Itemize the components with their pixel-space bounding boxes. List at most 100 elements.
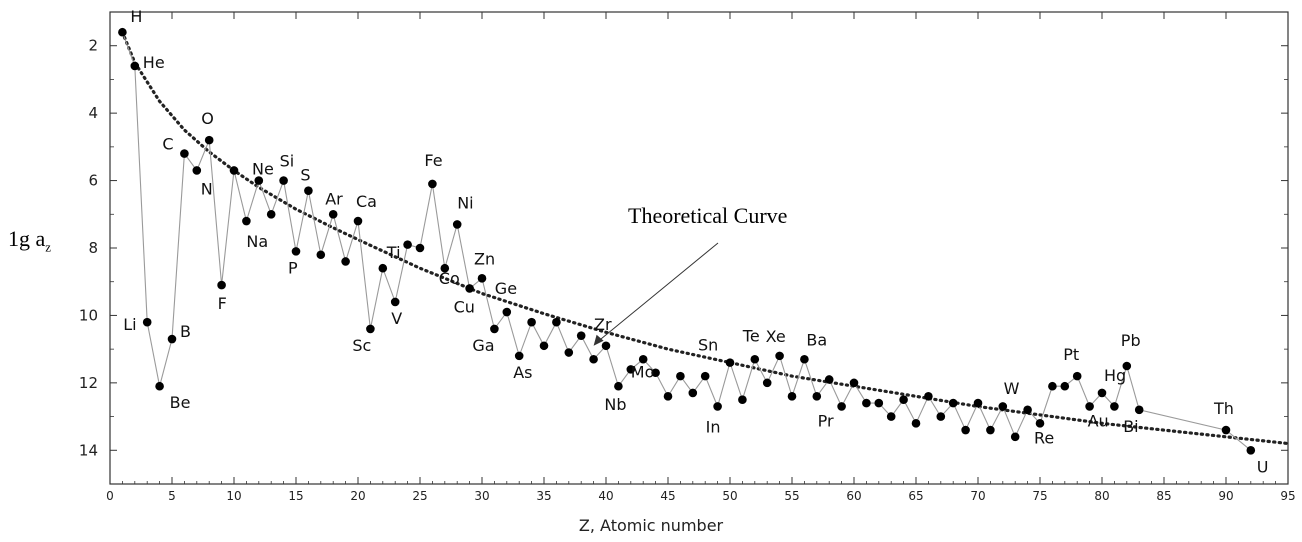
data-point [725, 358, 735, 367]
element-label-pr: Pr [818, 411, 834, 430]
data-point [800, 354, 809, 364]
data-point [601, 341, 611, 351]
element-label-na: Na [246, 232, 268, 251]
x-tick-label: 55 [784, 489, 799, 503]
element-label-ba: Ba [806, 330, 827, 349]
x-tick-label: 40 [598, 489, 613, 503]
element-label-au: Au [1088, 411, 1109, 430]
data-point [552, 317, 561, 327]
x-tick-label: 95 [1280, 489, 1295, 503]
element-label-xe: Xe [766, 327, 786, 346]
data-point [576, 331, 586, 340]
element-label-he: He [143, 53, 165, 72]
x-tick-label: 5 [168, 489, 176, 503]
element-label-c: C [162, 135, 173, 154]
data-point [1023, 405, 1032, 415]
data-point [986, 425, 995, 435]
element-label-w: W [1004, 379, 1020, 398]
data-point [502, 307, 512, 317]
data-point [142, 317, 152, 327]
data-point [948, 398, 958, 408]
data-point [924, 392, 933, 401]
element-label-v: V [391, 309, 402, 328]
element-label-as: As [513, 363, 532, 382]
element-label-re: Re [1034, 428, 1054, 447]
element-label-sn: Sn [698, 336, 718, 355]
data-point [490, 324, 499, 334]
x-tick-label: 85 [1156, 489, 1171, 503]
data-point [167, 334, 177, 344]
data-point [539, 341, 549, 351]
data-point [118, 27, 127, 37]
element-label-ga: Ga [472, 336, 494, 355]
data-point [1035, 419, 1045, 428]
data-point [663, 392, 673, 401]
data-point [824, 375, 834, 384]
x-tick-label: 25 [412, 489, 427, 503]
element-label-ne: Ne [252, 159, 274, 178]
data-point [415, 243, 425, 253]
data-point [688, 388, 698, 398]
data-point [614, 381, 623, 391]
data-point [775, 351, 784, 361]
data-point [874, 398, 884, 408]
y-tick-label: 8 [88, 239, 98, 257]
y-tick-label: 4 [88, 104, 98, 122]
data-point [862, 398, 871, 408]
data-point [452, 220, 462, 229]
element-label-th: Th [1213, 399, 1234, 418]
data-point [713, 402, 722, 411]
data-point [849, 378, 859, 388]
data-point [812, 392, 822, 401]
data-point [886, 412, 896, 421]
annotation-layer [593, 242, 719, 346]
data-point [1048, 381, 1057, 391]
data-point [242, 216, 251, 226]
element-label-be: Be [170, 393, 191, 412]
data-point [1060, 381, 1070, 391]
element-label-nb: Nb [604, 395, 626, 414]
data-point [787, 392, 797, 401]
plot-frame [109, 11, 1289, 485]
data-point [229, 166, 239, 175]
element-label-cu: Cu [454, 297, 475, 316]
x-tick-label: 45 [660, 489, 675, 503]
data-point [564, 348, 574, 357]
data-point [254, 176, 264, 185]
x-tick-label: 30 [474, 489, 489, 503]
data-point [514, 351, 524, 361]
element-label-o: O [201, 109, 214, 128]
element-label-b: B [180, 322, 191, 341]
data-point [961, 425, 970, 435]
data-point [911, 419, 921, 428]
element-label-co: Co [439, 269, 460, 288]
element-label-p: P [288, 258, 298, 277]
element-label-s: S [300, 166, 310, 185]
y-axis-label-sub: z [45, 239, 52, 255]
x-tick-label: 60 [846, 489, 861, 503]
data-point [217, 280, 226, 290]
data-point [1122, 361, 1132, 371]
x-tick-label: 0 [106, 489, 114, 503]
data-point [750, 354, 760, 364]
element-label-si: Si [280, 152, 295, 171]
x-tick-label: 70 [970, 489, 985, 503]
data-point [192, 166, 202, 175]
x-tick-label: 10 [226, 489, 241, 503]
data-point [440, 263, 450, 273]
measured-line [121, 32, 1252, 451]
data-point [266, 209, 276, 219]
data-point [626, 365, 636, 374]
element-label-zr: Zr [594, 315, 612, 334]
element-label-u: U [1257, 457, 1269, 476]
y-tick-label: 14 [79, 441, 98, 459]
data-point [837, 402, 846, 411]
data-points-layer [118, 27, 1256, 455]
element-label-sc: Sc [352, 336, 371, 355]
element-label-li: Li [123, 315, 136, 334]
data-point [366, 324, 375, 334]
y-tick-label: 2 [88, 37, 98, 55]
data-point [1221, 425, 1231, 435]
